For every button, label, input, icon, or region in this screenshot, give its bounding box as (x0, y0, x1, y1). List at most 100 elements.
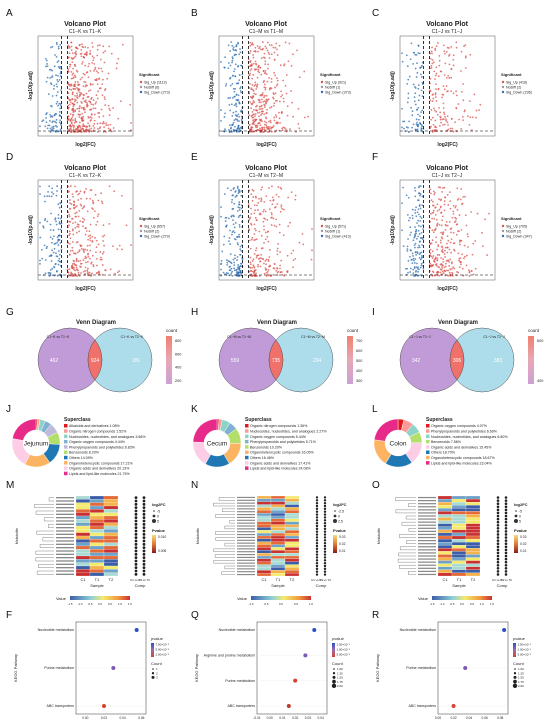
sig-down-point (240, 109, 243, 112)
sig-up-point (439, 111, 442, 114)
comp-dot (134, 562, 138, 566)
sig-up-point (87, 235, 90, 238)
sig-up-point (256, 204, 258, 207)
sig-down-point (49, 229, 52, 231)
sig-up-point (278, 100, 281, 103)
sig-up-point (125, 224, 128, 227)
volcano-ylabel: -log10(p.adj) (28, 71, 34, 101)
legend-dot (139, 234, 143, 238)
sig-down-point (58, 111, 61, 113)
sig-up-point (89, 239, 92, 242)
metabolite-row-label (418, 540, 436, 542)
sig-up-point (461, 267, 464, 270)
sig-up-point (439, 199, 442, 202)
sig-down-point (49, 77, 52, 79)
dendrogram-branch (224, 565, 235, 570)
kegg-pvalue-tick: 1.50×10⁻¹ (518, 643, 532, 647)
comp-dot (323, 550, 327, 553)
sig-up-point (270, 126, 273, 129)
sig-down-point (52, 125, 55, 128)
sig-down-point (53, 265, 55, 268)
comp-dot (504, 505, 508, 509)
sig-down-point (418, 192, 421, 195)
sig-down-point (51, 187, 54, 190)
fc-legend-dot (514, 519, 518, 523)
sig-up-point (82, 225, 84, 228)
heatmap-cell (284, 495, 300, 499)
sig-up-point (70, 271, 73, 274)
sig-up-point (80, 48, 83, 51)
heatmap-cell (75, 552, 91, 557)
sig-up-point (102, 115, 105, 118)
volcano-subtitle: C1−J vs T1−J (432, 29, 463, 35)
sig-up-point (267, 260, 270, 263)
superclass-legend-item: Organic nitrogen compounds 1.36% (250, 424, 308, 428)
sig-up-point (74, 55, 77, 58)
sig-down-point (44, 57, 47, 60)
sig-up-point (258, 111, 261, 114)
value-colorbar-tick: -1.5 (430, 602, 435, 606)
sig-down-point (239, 48, 241, 50)
sig-down-point (421, 204, 424, 207)
sig-up-point (292, 249, 295, 252)
sig-up-point (272, 97, 275, 100)
sig-down-point (418, 118, 420, 121)
sig-up-point (454, 121, 457, 124)
value-colorbar (432, 596, 492, 600)
sig-up-point (431, 52, 433, 55)
sig-up-point (87, 95, 90, 98)
heatmap-cell (89, 515, 105, 520)
heatmap-cell (465, 557, 481, 561)
sig-up-point (460, 263, 462, 266)
sig-up-point (249, 45, 252, 47)
sig-up-point (437, 244, 440, 246)
heatmap-cell (256, 527, 272, 531)
comp-dot (315, 573, 319, 576)
heatmap-cell (451, 526, 467, 530)
comp-dot (134, 529, 138, 533)
volcano-legend-title: Significant (320, 72, 341, 77)
kegg-count-tick: 1.25 (518, 671, 524, 675)
sig-up-point (94, 193, 97, 196)
donut-slice (12, 418, 37, 441)
sig-down-point (51, 126, 54, 129)
metabolite-row-label (237, 565, 255, 567)
sig-down-point (52, 229, 55, 232)
sig-up-point (89, 237, 92, 240)
sig-down-point (231, 61, 233, 64)
comp-dot (134, 512, 138, 516)
sig-up-point (93, 210, 96, 213)
kegg-pvalue-tick: 5.00×10⁻² (156, 648, 170, 652)
sig-up-point (254, 115, 256, 117)
sig-up-point (270, 216, 273, 219)
sig-up-point (460, 188, 463, 190)
sig-up-point (253, 272, 255, 274)
sig-down-point (416, 211, 419, 214)
sig-up-point (118, 270, 120, 273)
sig-up-point (302, 243, 305, 246)
sig-up-point (443, 266, 446, 269)
sig-down-point (238, 79, 241, 82)
sig-down-point (232, 258, 235, 261)
sig-up-point (249, 247, 252, 250)
value-colorbar-tick: -1.5 (68, 602, 73, 606)
sig-up-point (97, 90, 99, 93)
sig-up-point (257, 254, 260, 257)
sig-up-point (75, 96, 78, 99)
kegg-point (451, 704, 456, 708)
sig-up-point (254, 46, 257, 49)
sig-down-point (236, 128, 239, 130)
comp-dot (323, 573, 327, 576)
sig-down-point (239, 51, 242, 54)
sig-up-point (431, 131, 434, 133)
sig-down-point (401, 202, 403, 205)
sig-up-point (250, 238, 253, 241)
heatmap-cell (465, 554, 481, 558)
dendrogram-branch (221, 571, 235, 575)
comp-dot (134, 569, 138, 573)
sig-up-point (83, 108, 86, 111)
volcano-legend-item: Sig_Down (273) (144, 91, 170, 95)
sig-down-point (422, 228, 424, 231)
